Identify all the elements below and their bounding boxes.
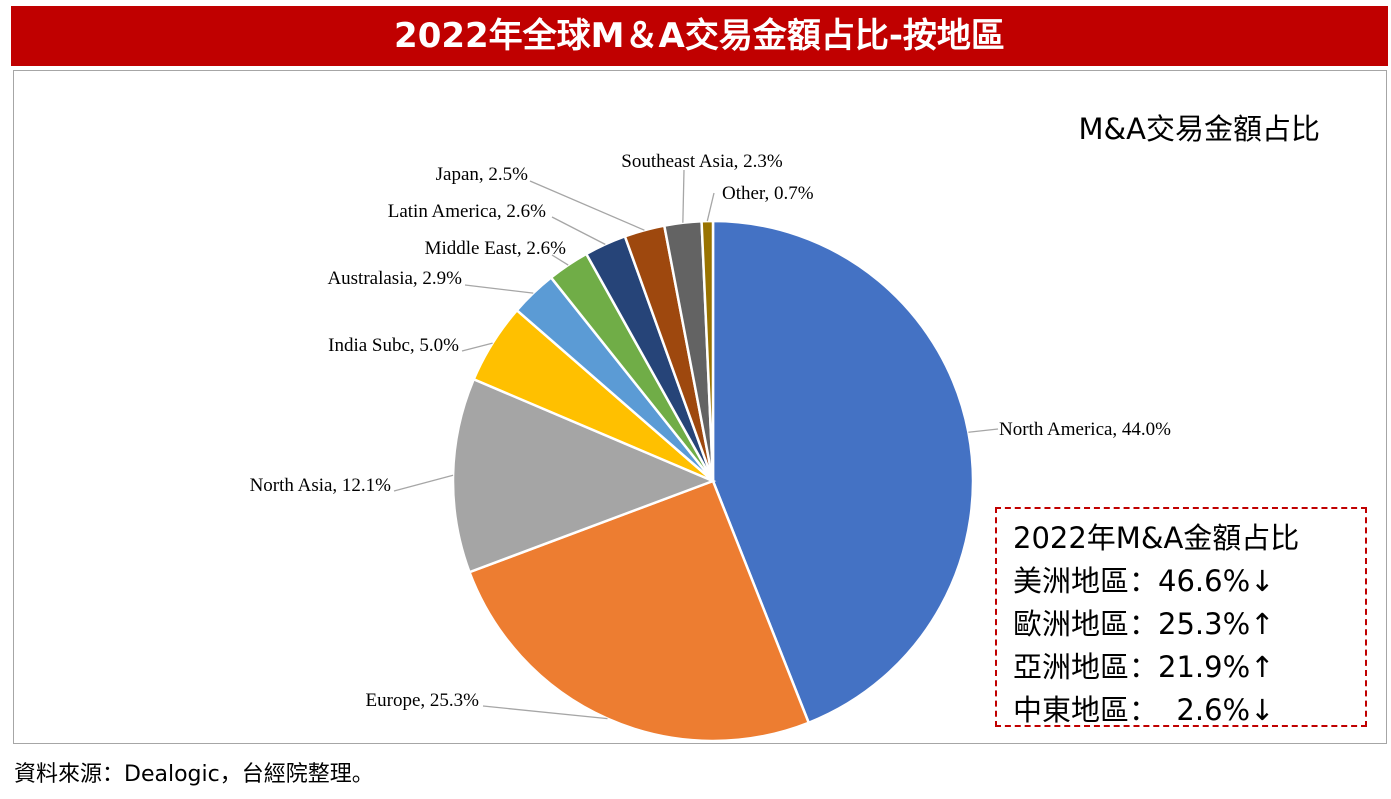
data-label-latin-america: Latin America, 2.6% — [388, 201, 546, 222]
data-label-middle-east: Middle East, 2.6% — [425, 238, 567, 259]
data-label-southeast-asia: Southeast Asia, 2.3% — [621, 151, 783, 172]
chart-frame — [13, 70, 1387, 744]
summary-line-middle-east: 中東地區： 2.6%↓ — [1013, 693, 1275, 727]
leader-line-india-subc — [461, 342, 493, 352]
leader-line-southeast-asia — [682, 169, 685, 223]
data-label-other: Other, 0.7% — [722, 183, 814, 204]
leader-line-latin-america — [551, 216, 606, 245]
data-label-north-america: North America, 44.0% — [999, 419, 1171, 440]
leader-line-middle-east — [551, 254, 569, 266]
leader-line-europe — [482, 705, 608, 720]
source-note: 資料來源：Dealogic，台經院整理。 — [14, 762, 374, 787]
leader-line-north-america — [968, 428, 999, 433]
leader-line-other — [706, 192, 715, 222]
page-title-banner: 2022年全球M＆A交易金額占比-按地區 — [11, 6, 1388, 66]
leader-line-north-asia — [393, 474, 454, 492]
data-label-australasia: Australasia, 2.9% — [327, 268, 462, 289]
summary-line-europe: 歐洲地區：25.3%↑ — [1013, 607, 1275, 641]
pie-slice-north-asia — [451, 377, 717, 574]
summary-line-asia: 亞洲地區：21.9%↑ — [1013, 650, 1275, 684]
leader-line-japan — [529, 180, 645, 231]
data-label-north-asia: North Asia, 12.1% — [250, 475, 392, 496]
data-label-europe: Europe, 25.3% — [366, 690, 480, 711]
data-label-india-subc: India Subc, 5.0% — [328, 335, 459, 356]
pie-slice-north-america — [711, 219, 975, 725]
chart-title: M&A交易金額占比 — [1078, 112, 1320, 146]
summary-box: 2022年M&A金額占比 美洲地區：46.6%↓ 歐洲地區：25.3%↑ 亞洲地… — [995, 507, 1367, 727]
pie-slice-europe — [467, 479, 811, 743]
summary-line-americas: 美洲地區：46.6%↓ — [1013, 564, 1275, 598]
leader-line-australasia — [464, 284, 534, 294]
summary-title: 2022年M&A金額占比 — [1013, 521, 1300, 555]
data-label-japan: Japan, 2.5% — [436, 164, 529, 185]
